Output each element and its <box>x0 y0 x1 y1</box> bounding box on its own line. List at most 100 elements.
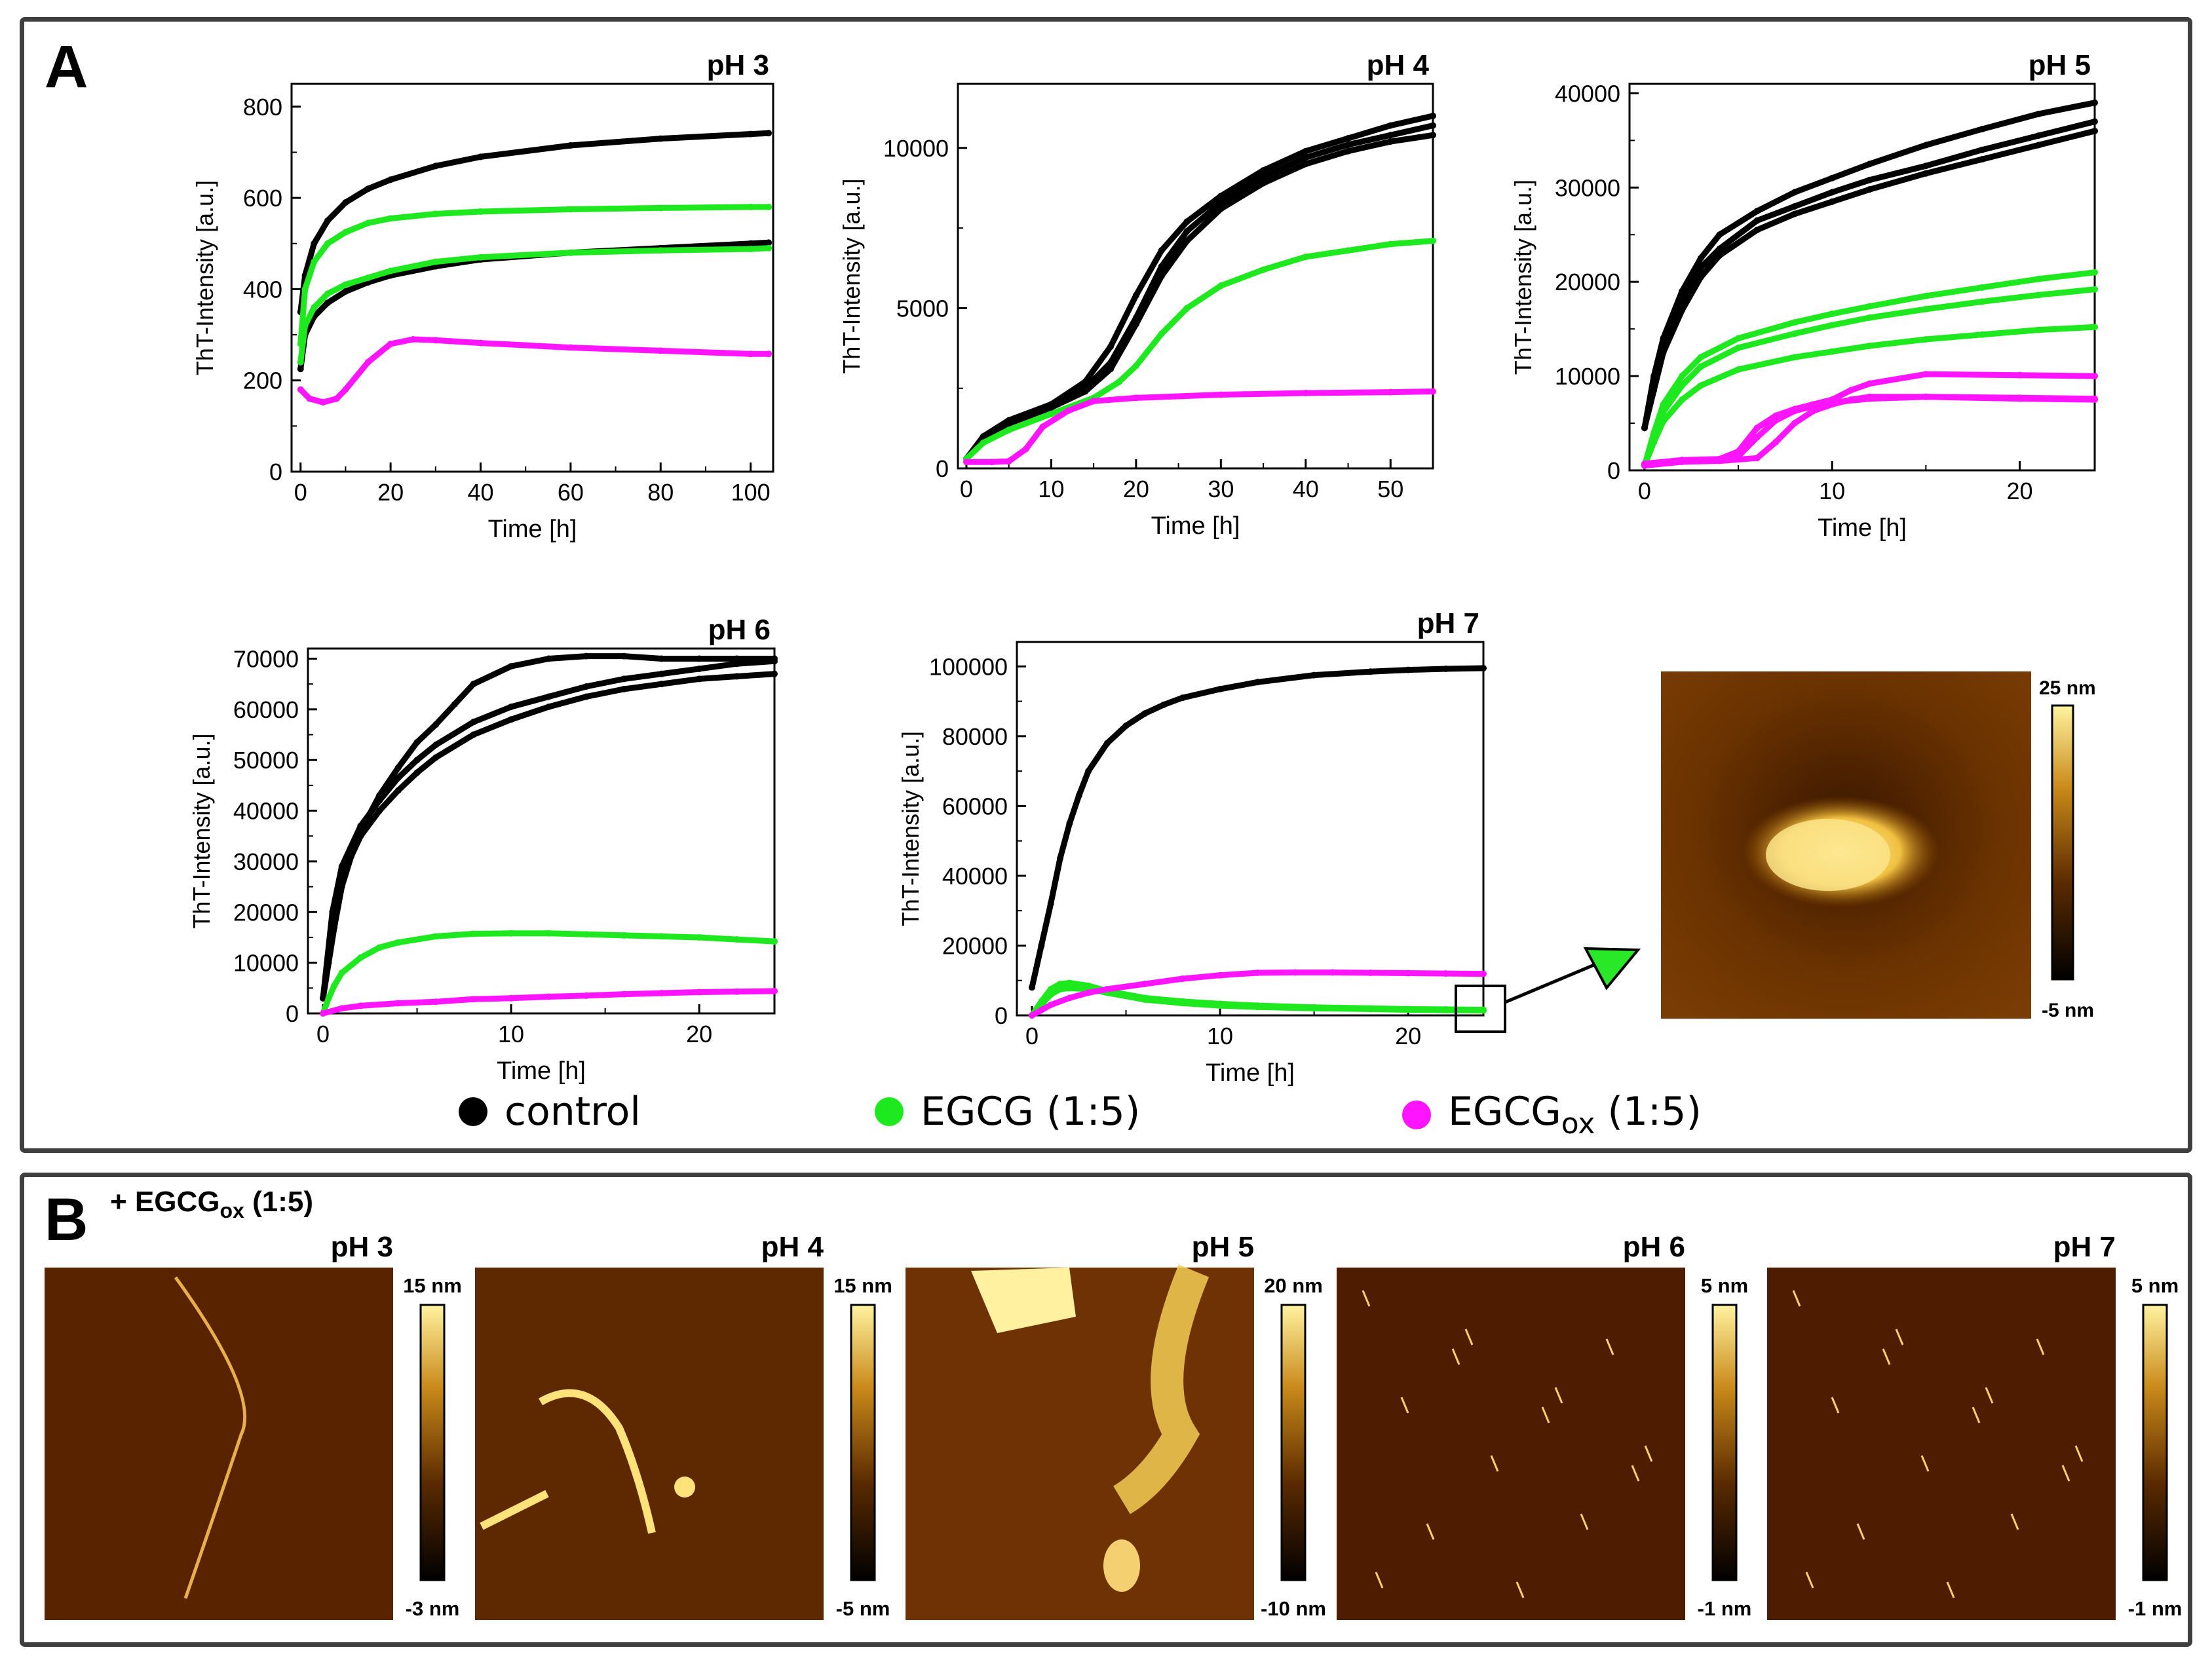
data-point <box>1132 394 1139 402</box>
data-point <box>1302 390 1309 397</box>
legend-egcgox-sub: ox <box>1561 1107 1595 1140</box>
series-line <box>963 238 1436 462</box>
data-point <box>2091 373 2098 380</box>
legend-egcg-marker <box>875 1097 904 1126</box>
data-point <box>319 994 326 1002</box>
data-point <box>1735 448 1742 455</box>
legend-control-marker <box>459 1097 487 1126</box>
data-point <box>1367 1006 1374 1013</box>
data-point <box>1660 349 1667 356</box>
chart-title: pH 5 <box>2029 49 2091 81</box>
data-point <box>1679 457 1686 464</box>
data-point <box>1254 1004 1261 1011</box>
data-point <box>1329 969 1337 976</box>
data-point <box>1829 396 1836 404</box>
data-point <box>1716 245 1723 252</box>
fibril-fragment <box>2061 1465 2070 1482</box>
data-point <box>733 660 740 668</box>
data-point <box>658 933 665 940</box>
data-point <box>297 386 304 393</box>
data-point <box>1183 305 1191 312</box>
data-point <box>364 274 372 281</box>
fibril-fragment <box>1451 1348 1460 1365</box>
data-point <box>582 652 590 660</box>
x-tick-label: 20 <box>1123 476 1149 502</box>
data-point <box>747 350 754 358</box>
data-point <box>1028 984 1035 991</box>
afm-scale-min: -10 nm <box>1261 1597 1326 1620</box>
series-line <box>1641 269 2098 469</box>
afm-scale-min: -3 nm <box>406 1597 460 1620</box>
y-axis-label: ThT-Intensity [a.u.] <box>838 178 865 373</box>
series-line <box>1641 394 2098 468</box>
data-point <box>771 670 778 677</box>
data-point <box>508 703 515 710</box>
data-point <box>747 204 754 211</box>
x-tick-label: 0 <box>960 476 973 502</box>
data-point <box>657 347 664 354</box>
fibril-fragment <box>1362 1290 1371 1307</box>
data-point <box>1480 664 1487 671</box>
data-point <box>1048 410 1055 417</box>
fibril <box>539 1389 656 1534</box>
y-tick-label: 0 <box>286 1000 299 1027</box>
data-point <box>342 288 349 295</box>
x-tick-label: 10 <box>1207 1023 1233 1049</box>
data-point <box>1697 274 1704 280</box>
data-point <box>1039 423 1046 430</box>
data-point <box>432 754 440 761</box>
fibril-fragment <box>1490 1455 1499 1472</box>
data-point <box>311 240 318 247</box>
data-point <box>1866 314 1873 321</box>
data-point <box>394 939 402 946</box>
data-point <box>1979 298 1986 305</box>
y-tick-label: 0 <box>995 1002 1008 1029</box>
data-point <box>1302 147 1309 155</box>
series-line <box>1641 128 2098 431</box>
data-point <box>1158 273 1165 280</box>
data-point <box>1772 438 1780 445</box>
data-point <box>338 970 345 977</box>
data-point <box>1038 1007 1045 1014</box>
fibril-fragment <box>1920 1455 1930 1472</box>
data-point <box>477 339 484 347</box>
fibril-fragment <box>1946 1581 1955 1598</box>
x-axis-label: Time [h] <box>488 516 577 543</box>
data-point <box>657 204 664 212</box>
inset-scalebar <box>2051 704 2074 981</box>
data-point <box>410 336 417 343</box>
data-point <box>620 675 628 683</box>
data-point <box>1367 970 1374 977</box>
data-point <box>1075 792 1082 799</box>
legend-egcg-label: EGCG (1:5) <box>921 1089 1141 1135</box>
data-point <box>331 982 338 989</box>
data-point <box>432 162 439 170</box>
data-point <box>582 693 590 700</box>
data-point <box>432 933 440 940</box>
data-point <box>2035 132 2042 140</box>
plot-frame <box>1016 641 1485 1017</box>
data-point <box>432 210 439 217</box>
y-tick-label: 40000 <box>1555 80 1620 107</box>
chart-title: pH 6 <box>708 614 771 646</box>
data-point <box>324 290 331 297</box>
data-point <box>342 386 349 393</box>
data-point <box>394 774 402 782</box>
data-point <box>1866 303 1873 310</box>
data-point <box>1697 255 1704 262</box>
data-point <box>508 930 515 937</box>
data-point <box>1160 701 1167 708</box>
data-point <box>1179 694 1186 702</box>
data-point <box>1829 198 1836 205</box>
afm-scalebar <box>419 1304 446 1581</box>
data-point <box>2035 292 2042 299</box>
y-tick-label: 60000 <box>942 793 1008 820</box>
data-point <box>376 797 383 804</box>
x-tick-label: 30 <box>1208 476 1234 502</box>
fibril-fragment <box>2074 1445 2084 1462</box>
data-point <box>364 219 372 227</box>
data-point <box>1057 855 1064 862</box>
data-point <box>747 130 754 138</box>
data-point <box>1922 335 1930 343</box>
